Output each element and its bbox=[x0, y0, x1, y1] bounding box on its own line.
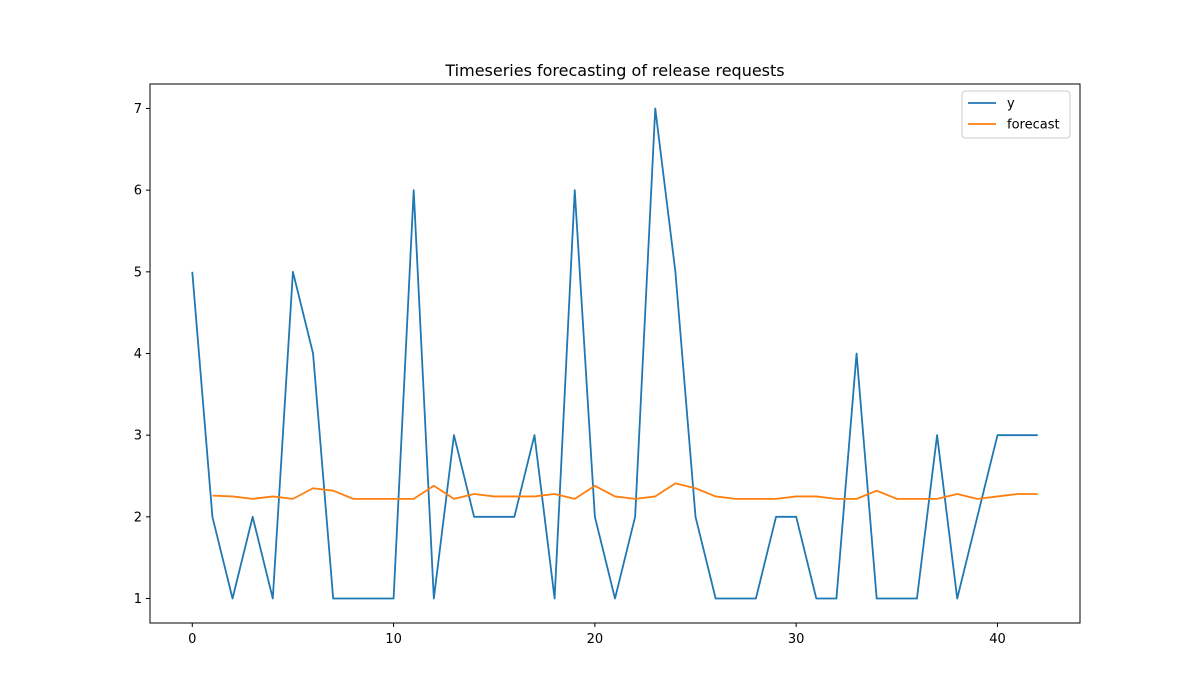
y-tick-label: 2 bbox=[134, 510, 142, 525]
legend-label-forecast: forecast bbox=[1007, 118, 1060, 133]
chart-title: Timeseries forecasting of release reques… bbox=[444, 61, 784, 80]
legend: y forecast bbox=[961, 90, 1071, 139]
x-tick-label: 20 bbox=[587, 632, 604, 647]
legend-label-y: y bbox=[1007, 97, 1015, 112]
y-tick-label: 7 bbox=[134, 102, 142, 117]
y-tick-label: 5 bbox=[134, 265, 142, 280]
series-line-y bbox=[191, 107, 1038, 600]
series-line-forecast bbox=[212, 482, 1038, 500]
y-tick-label: 1 bbox=[134, 592, 142, 607]
x-tick-label: 40 bbox=[989, 632, 1006, 647]
x-tick-label: 10 bbox=[385, 632, 402, 647]
plot-area bbox=[191, 107, 1038, 600]
y-tick-label: 3 bbox=[134, 429, 142, 444]
x-tick-label: 30 bbox=[788, 632, 805, 647]
y-tick-label: 6 bbox=[134, 184, 142, 199]
y-tick-label: 4 bbox=[134, 347, 142, 362]
x-tick-label: 0 bbox=[188, 632, 196, 647]
